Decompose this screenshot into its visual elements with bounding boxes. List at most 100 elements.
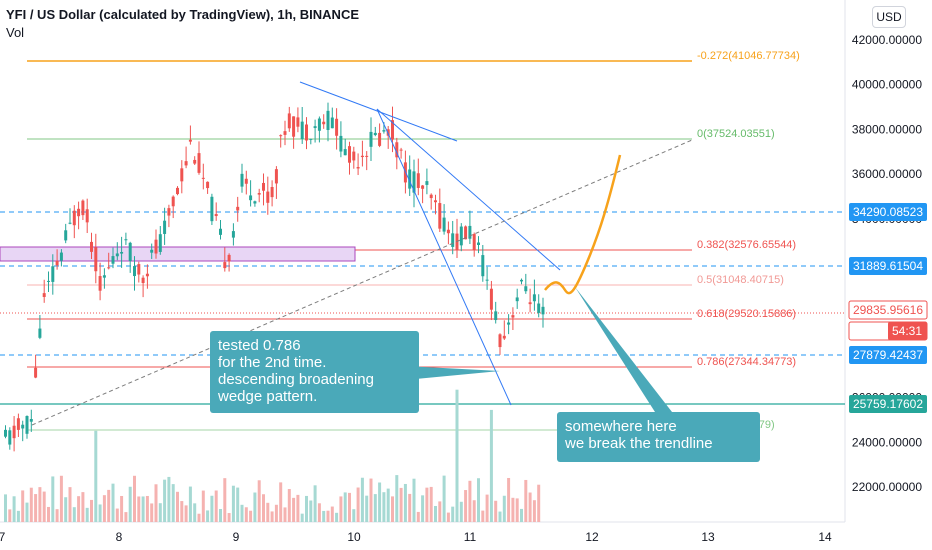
- candle-body: [309, 138, 313, 140]
- volume-bar: [244, 507, 248, 522]
- candle-body: [274, 169, 278, 184]
- volume-bar: [386, 488, 390, 522]
- currency-button[interactable]: USD: [872, 6, 906, 28]
- volume-bar: [133, 475, 136, 522]
- volume-bar: [395, 475, 399, 522]
- candle-body: [313, 126, 317, 129]
- price-tag-label: 34290.08523: [853, 205, 923, 219]
- price-tag-label: 31889.61504: [853, 259, 923, 273]
- volume-bar: [266, 502, 270, 522]
- candle-body: [85, 209, 89, 223]
- x-tick-label: 9: [233, 530, 240, 544]
- volume-bar: [98, 504, 102, 522]
- volume-bar: [378, 482, 382, 522]
- y-tick-label: 24000.00000: [852, 435, 922, 449]
- candle-body: [464, 226, 468, 240]
- candle-body: [193, 159, 197, 164]
- volume-bar: [257, 480, 261, 522]
- price-tag-box: [849, 203, 927, 221]
- candle-body: [25, 416, 29, 434]
- volume-bar: [300, 513, 304, 522]
- candle-body: [369, 131, 373, 147]
- volume-bar: [111, 483, 115, 522]
- candle-body: [472, 234, 476, 250]
- volume-bar: [339, 496, 343, 522]
- volume-bar: [520, 508, 523, 522]
- x-tick-label: 10: [347, 530, 361, 544]
- volume-bar: [214, 490, 218, 522]
- volume-bar: [524, 479, 528, 522]
- candle-body: [446, 229, 450, 234]
- volume-bar: [502, 495, 506, 522]
- candle-body: [292, 116, 296, 137]
- candle-body: [382, 130, 386, 132]
- candle-body: [421, 185, 425, 189]
- candle-body: [236, 206, 240, 211]
- candle-body: [249, 195, 253, 201]
- y-tick-label: 42000.00000: [852, 33, 922, 47]
- symbol-title: YFI / US Dollar (calculated by TradingVi…: [6, 7, 359, 22]
- candle-body: [528, 302, 532, 305]
- candle-body: [12, 425, 16, 439]
- volume-bar: [446, 512, 450, 522]
- candle-body: [145, 273, 149, 277]
- price-tag-box: [849, 346, 927, 364]
- volume-bar: [154, 484, 158, 522]
- volume-bar: [403, 483, 407, 522]
- candle-body: [180, 168, 184, 182]
- candle-body: [51, 266, 55, 282]
- volume-bar: [515, 498, 519, 522]
- countdown-box: [888, 322, 927, 340]
- volume-bar: [489, 409, 493, 522]
- candle-body: [386, 129, 390, 136]
- volume-bar: [322, 510, 326, 522]
- projection-path: [544, 154, 622, 295]
- volume-bar: [498, 511, 502, 522]
- volume-bar: [464, 490, 468, 522]
- candle-body: [485, 279, 489, 281]
- candle-body: [451, 233, 455, 247]
- fib-label: 0.5(31048.40715): [697, 274, 784, 286]
- volume-bar: [313, 485, 317, 522]
- annotation-note-wedge[interactable]: tested 0.786 for the 2nd time. descendin…: [210, 331, 419, 413]
- candle-body: [253, 201, 257, 204]
- volume-bar: [511, 497, 515, 522]
- candle-body: [507, 322, 511, 325]
- volume-bar: [352, 509, 356, 522]
- candle-body: [279, 135, 283, 137]
- volume-bar: [369, 478, 373, 522]
- candle-body: [154, 239, 158, 254]
- price-tag-box: [849, 395, 927, 413]
- candle-body: [64, 230, 68, 241]
- candle-body: [72, 210, 76, 226]
- x-tick-label: 8: [116, 530, 123, 544]
- y-tick-label: 38000.00000: [852, 122, 922, 136]
- candle-body: [115, 253, 119, 257]
- candle-body: [111, 256, 115, 264]
- volume-bar: [21, 490, 25, 522]
- candle-body: [223, 262, 227, 269]
- dashed-trendline: [31, 139, 693, 426]
- annotation-note-trendline[interactable]: somewhere here we break the trendline: [557, 412, 760, 462]
- volume-bar: [305, 495, 308, 522]
- volume-bar: [528, 492, 532, 522]
- candle-body: [515, 297, 519, 302]
- highlight-zone: [0, 246, 356, 262]
- candle-body: [197, 153, 201, 173]
- candle-body: [356, 167, 360, 169]
- volume-bar: [429, 486, 433, 522]
- volume-bar: [391, 496, 394, 522]
- candle-body: [124, 239, 128, 241]
- volume-bar: [72, 507, 76, 522]
- volume-bar: [163, 479, 167, 522]
- candle-body: [395, 142, 399, 158]
- volume-bar: [150, 503, 154, 522]
- volume-bar: [240, 504, 244, 522]
- fib-label: -0.272(41046.77734): [697, 50, 800, 62]
- candle-body: [4, 429, 7, 437]
- candle-body: [102, 275, 106, 278]
- volume-bar: [107, 489, 111, 522]
- price-tag-label: 27879.42437: [853, 348, 923, 362]
- candle-body: [373, 132, 377, 136]
